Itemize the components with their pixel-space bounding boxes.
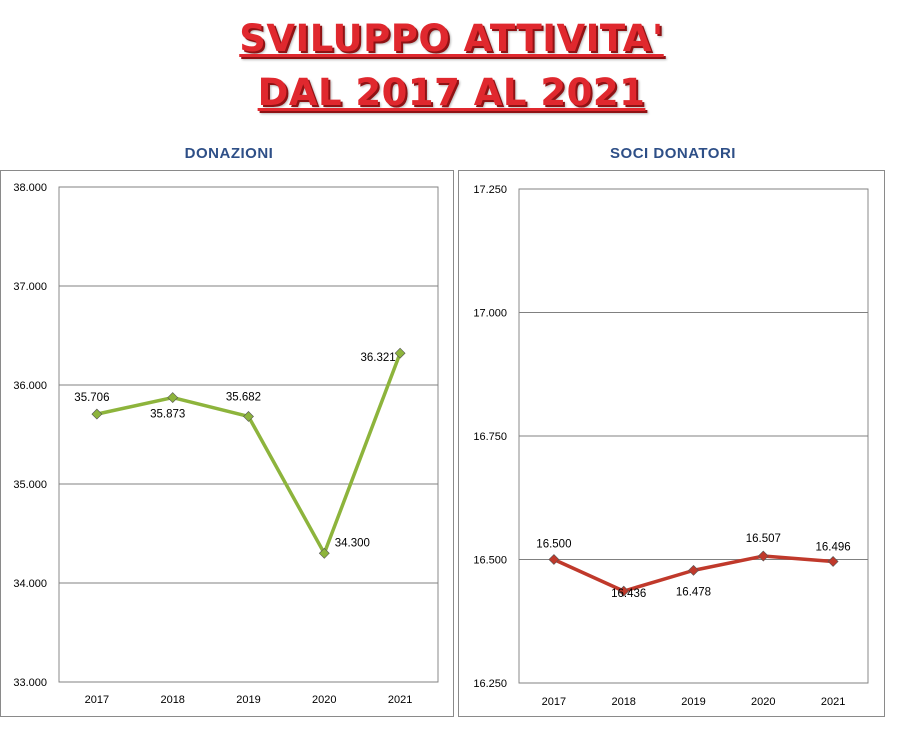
y-tick-label: 16.250 [473, 678, 507, 690]
soci-donatori-chart-title: SOCI DONATORI [610, 145, 736, 162]
y-tick-label: 34.000 [13, 578, 47, 590]
soci-donatori-chart-panel: 16.250 16.500 16.750 17.000 17.250 2017 2018 20… [458, 170, 885, 717]
data-point-marker [167, 392, 179, 403]
y-tick-label: 35.000 [13, 479, 47, 491]
data-point-marker [827, 556, 839, 567]
data-point-marker [757, 550, 769, 562]
x-tick-label: 2018 [160, 694, 184, 706]
data-point-marker [688, 564, 699, 576]
soci-donatori-line-chart: 16.250 16.500 16.750 17.000 17.250 2017 2018 20… [473, 184, 869, 708]
data-label: 35.706 [74, 392, 109, 404]
x-tick-label: 2021 [821, 696, 845, 708]
data-label: 16.500 [536, 539, 571, 551]
x-tick-label: 2017 [542, 696, 566, 708]
x-tick-label: 2019 [236, 694, 260, 706]
x-tick-label: 2020 [751, 696, 775, 708]
data-label: 36.321 [361, 352, 396, 364]
data-label: 35.682 [226, 391, 261, 403]
donazioni-chart-title: DONAZIONI [184, 145, 274, 162]
y-tick-label: 17.000 [473, 308, 507, 320]
data-label: 16.478 [676, 586, 711, 598]
data-point-marker [394, 347, 406, 359]
data-label: 16.507 [746, 533, 781, 545]
y-tick-label: 17.250 [473, 184, 507, 196]
data-label: 16.496 [816, 541, 851, 553]
y-tick-label: 16.750 [473, 431, 507, 443]
donazioni-chart-panel: 33.000 34.000 35.000 36.000 37.000 38.000 2017… [0, 170, 454, 717]
x-tick-label: 2018 [611, 696, 635, 708]
donazioni-line-chart: 33.000 34.000 35.000 36.000 37.000 38.000 2017… [13, 182, 439, 706]
x-tick-label: 2021 [388, 694, 412, 706]
data-point-marker [318, 547, 330, 559]
y-tick-label: 38.000 [13, 182, 47, 194]
y-tick-label: 33.000 [13, 677, 47, 689]
data-label: 16.436 [611, 588, 646, 600]
data-point-marker [548, 554, 560, 565]
data-point-marker [618, 585, 630, 597]
main-title-line1: SVILUPPO ATTIVITA' [239, 17, 664, 60]
y-tick-label: 37.000 [13, 281, 47, 293]
x-tick-label: 2017 [85, 694, 109, 706]
data-point-marker [91, 408, 103, 420]
main-title-line2: DAL 2017 AL 2021 [257, 71, 646, 114]
x-tick-label: 2020 [312, 694, 336, 706]
x-tick-label: 2019 [681, 696, 705, 708]
data-label: 35.873 [150, 409, 185, 421]
y-tick-label: 16.500 [473, 555, 507, 567]
plot-area [58, 186, 439, 683]
data-point-marker [243, 411, 254, 422]
data-label: 34.300 [335, 537, 370, 549]
y-tick-label: 36.000 [13, 380, 47, 392]
